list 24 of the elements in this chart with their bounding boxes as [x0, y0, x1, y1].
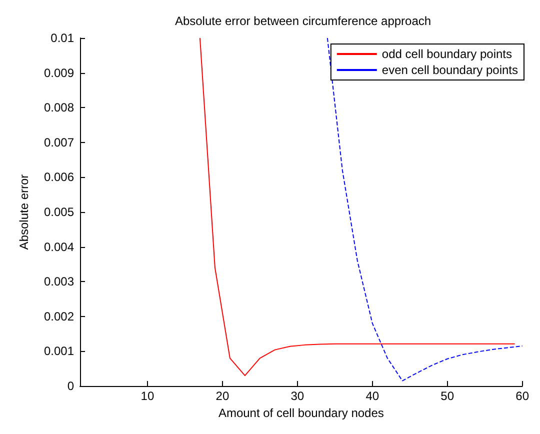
legend-label: odd cell boundary points	[382, 47, 512, 61]
x-tick-label: 60	[516, 389, 530, 403]
x-tick-label: 50	[440, 389, 454, 403]
y-tick-label: 0.009	[44, 66, 74, 80]
y-axis-title: Absolute error	[17, 174, 31, 250]
line-series	[326, 38, 523, 382]
x-tick-label: 40	[366, 389, 380, 403]
y-tick-label: 0.002	[44, 309, 74, 324]
x-tick-label: 20	[216, 389, 230, 403]
y-tick-label: 0.01	[50, 31, 74, 45]
x-tick-label: 10	[140, 389, 154, 403]
y-tick-label: 0.006	[44, 170, 74, 184]
y-tick-label: 0.008	[44, 100, 74, 115]
x-tick-label: 30	[290, 389, 304, 403]
y-tick-label: 0.004	[44, 240, 74, 254]
y-tick-label: 0.007	[44, 135, 74, 150]
chart-title: Absolute error between circumference approach	[174, 14, 432, 28]
x-axis-title: Amount of cell boundary nodes	[218, 406, 384, 420]
y-tick-label: 0.005	[44, 205, 74, 219]
y-tick-label: 0.001	[44, 344, 74, 358]
y-tick-label: 0	[67, 379, 74, 393]
line-series	[199, 38, 516, 376]
legend-label: even cell boundary points	[382, 63, 518, 77]
y-tick-label: 0.003	[44, 274, 74, 289]
